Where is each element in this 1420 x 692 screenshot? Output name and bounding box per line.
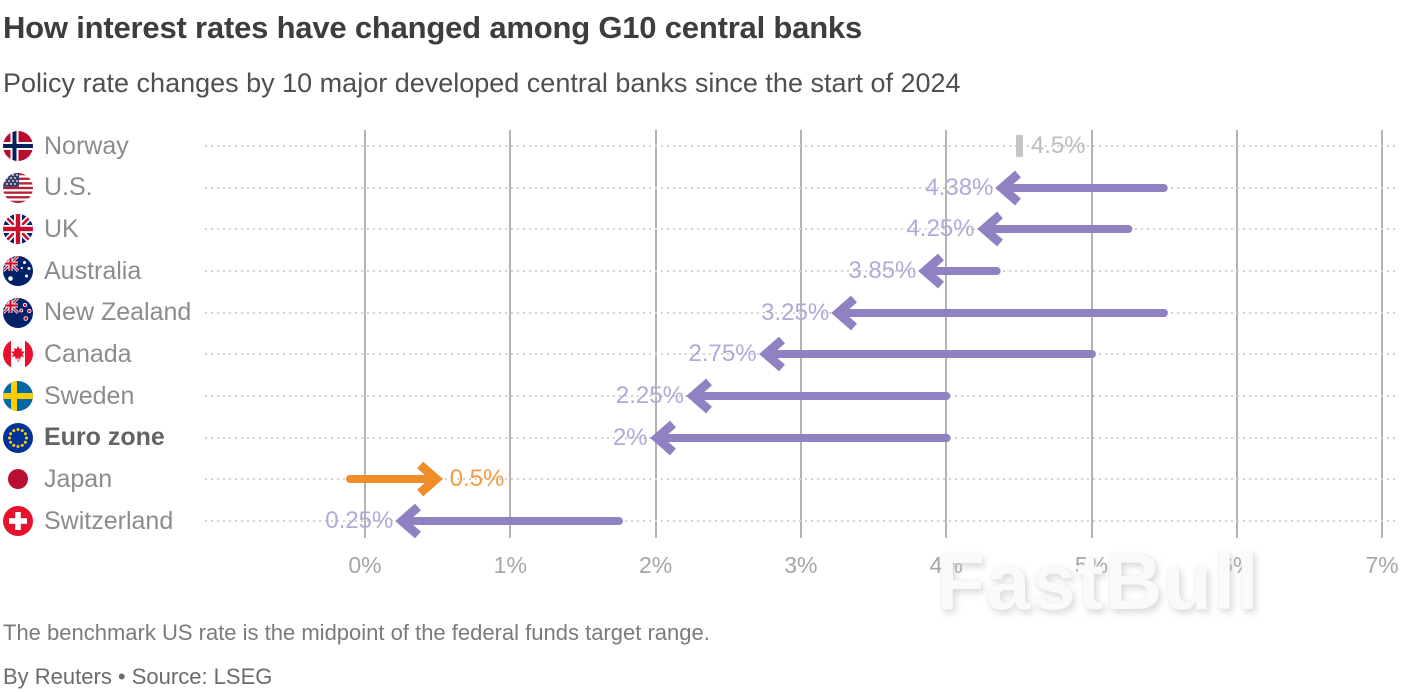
flag-switzerland-icon <box>3 506 33 537</box>
rate-value-label: 0.25% <box>325 507 394 535</box>
x-gridline <box>945 130 948 538</box>
flag-norway-icon <box>3 131 33 161</box>
country-name: UK <box>44 214 79 243</box>
x-tick-label: 5% <box>1074 552 1109 578</box>
row-label-canada: Canada <box>3 339 132 370</box>
plot-area: 0% 1% 2% 3% 4% 5% 6% 7% Norway 4.5% U.S. 4.38% UK 4.2… <box>3 130 1399 578</box>
x-gridline <box>654 130 657 538</box>
x-tick-label: 7% <box>1365 552 1399 578</box>
rate-value-label: 2.75% <box>688 340 757 368</box>
rate-value-label: 0.5% <box>449 465 505 493</box>
country-name: Australia <box>44 256 142 285</box>
x-tick-label: 6% <box>1220 552 1254 578</box>
footnote: The benchmark US rate is the midpoint of… <box>3 620 710 645</box>
rate-value-label: 4.25% <box>906 215 975 243</box>
row-label-us: U.S. <box>3 172 93 203</box>
unchanged-marker <box>1015 135 1023 157</box>
flag-eurozone-icon <box>3 422 33 453</box>
x-gridline <box>509 130 512 538</box>
flag-canada-icon <box>3 339 33 370</box>
flag-new-zealand-icon <box>3 297 33 328</box>
rate-value-label: 4.38% <box>925 173 994 201</box>
rate-change-arrow <box>976 211 1132 247</box>
x-gridline <box>1235 130 1238 538</box>
flag-sweden-icon <box>3 381 33 412</box>
row-guide-line <box>205 186 1397 189</box>
rate-change-arrow <box>649 420 951 456</box>
flag-japan-icon <box>3 464 33 495</box>
row-label-uk: UK <box>3 214 79 245</box>
rate-change-arrow <box>346 461 444 497</box>
rate-value-label: 3.85% <box>848 257 917 284</box>
row-guide-line <box>205 228 1397 231</box>
country-name: Japan <box>44 464 113 493</box>
country-name: U.S. <box>44 173 93 202</box>
rate-value-label: 2% <box>612 423 648 451</box>
country-name: Norway <box>44 131 129 160</box>
x-gridline <box>1381 130 1384 538</box>
rate-change-arrow <box>995 170 1169 206</box>
x-tick-label: 4% <box>929 552 963 578</box>
row-label-norway: Norway <box>3 131 129 161</box>
x-gridline <box>799 130 802 538</box>
flag-uk-icon <box>3 214 33 245</box>
x-tick-label: 3% <box>784 552 818 578</box>
country-name: Euro zone <box>44 423 165 452</box>
country-name: Switzerland <box>44 506 174 535</box>
rate-change-arrow <box>758 336 1096 372</box>
country-name: New Zealand <box>44 298 192 327</box>
row-label-japan: Japan <box>3 464 113 495</box>
row-guide-line <box>205 145 1397 147</box>
row-label-switzerland: Switzerland <box>3 506 174 537</box>
country-name: Canada <box>44 339 132 368</box>
byline: By Reuters • Source: LSEG <box>3 664 273 689</box>
rate-value-label: 2.25% <box>615 382 684 410</box>
flag-australia-icon <box>3 256 33 286</box>
row-label-australia: Australia <box>3 256 141 286</box>
row-guide-line <box>205 520 1397 523</box>
row-guide-line <box>205 270 1397 272</box>
rate-change-arrow <box>395 503 624 539</box>
x-gridline <box>1090 130 1093 538</box>
rate-change-arrow <box>686 378 951 414</box>
row-label-new-zealand: New Zealand <box>3 297 192 328</box>
rate-value-label: 4.5% <box>1030 132 1086 159</box>
flag-us-icon <box>3 172 33 203</box>
x-tick-label: 1% <box>493 552 527 578</box>
rate-change-arrow <box>831 295 1169 331</box>
rate-value-label: 3.25% <box>761 298 830 326</box>
row-guide-line <box>205 311 1397 314</box>
row-label-eurozone: Euro zone <box>3 422 165 453</box>
row-label-sweden: Sweden <box>3 381 135 412</box>
row-guide-line <box>205 478 1397 481</box>
x-tick-label: 0% <box>348 552 382 578</box>
rate-change-arrow <box>918 253 1002 289</box>
chart-title: How interest rates have changed among G1… <box>3 10 863 45</box>
country-name: Sweden <box>44 381 135 410</box>
chart-subtitle: Policy rate changes by 10 major develope… <box>3 68 961 98</box>
x-tick-label: 2% <box>638 552 673 578</box>
x-gridline <box>364 130 366 538</box>
